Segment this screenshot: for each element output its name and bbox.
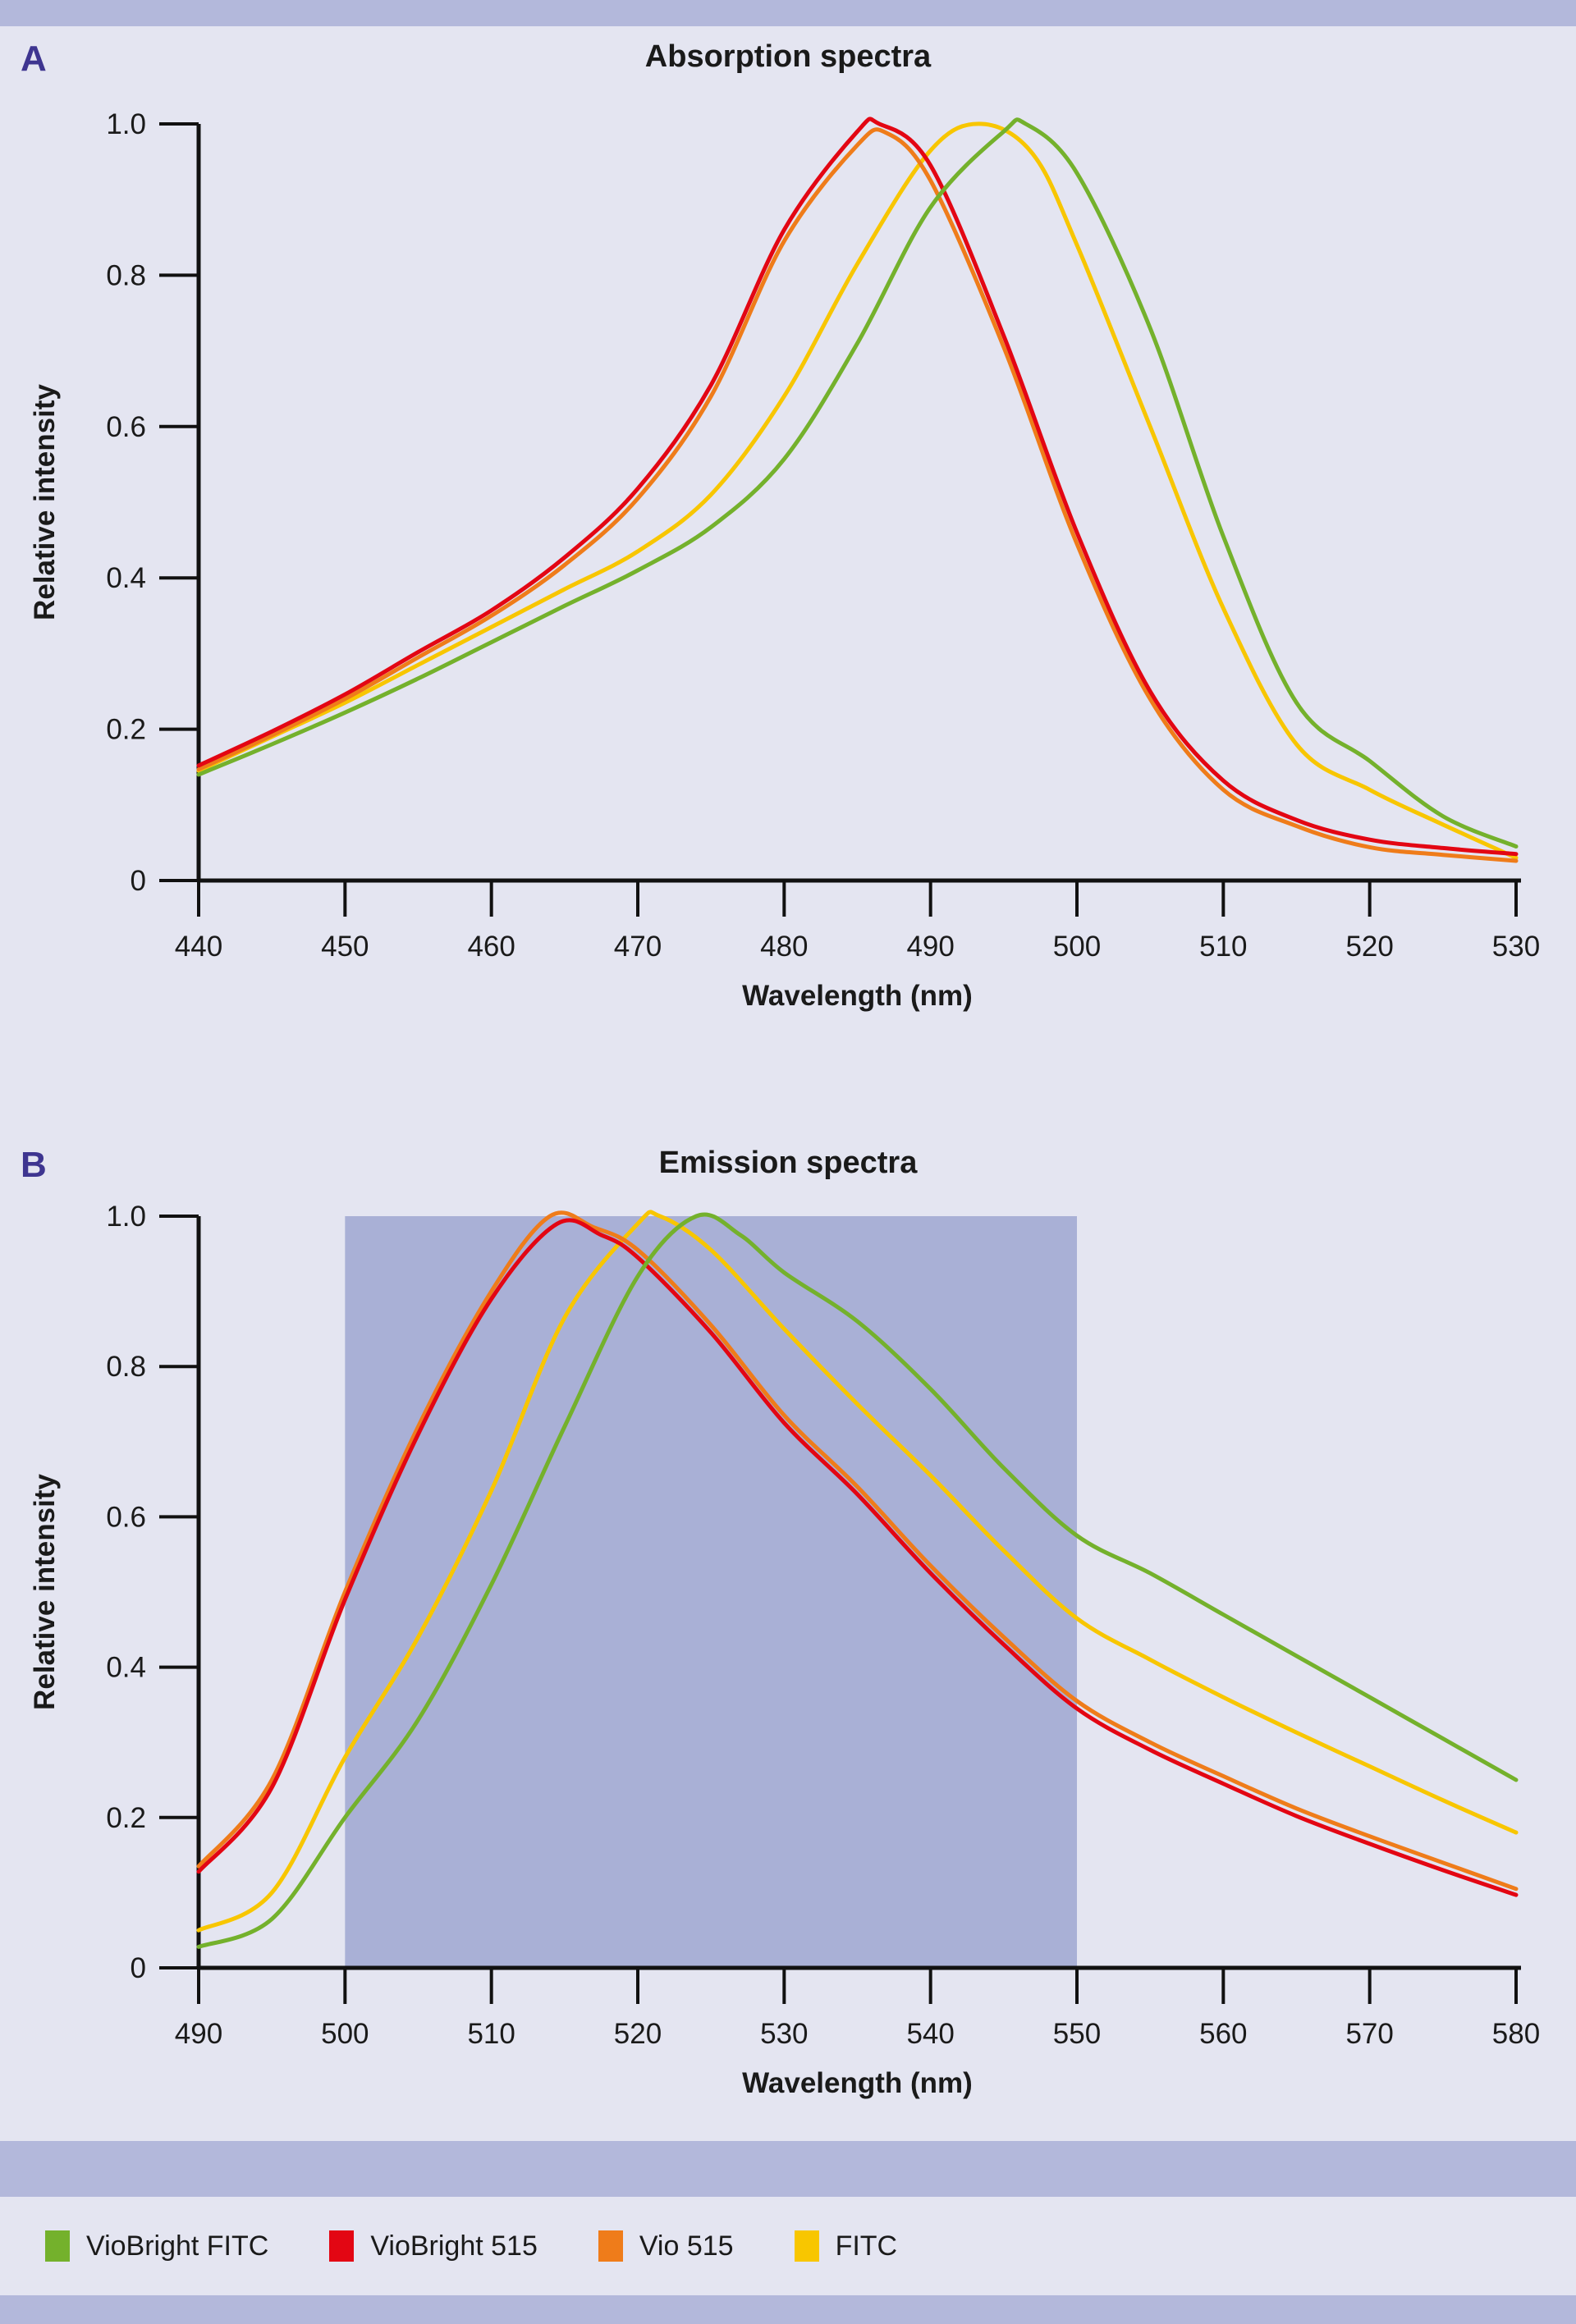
y-tick-label: 1.0 [106, 108, 146, 140]
panel-label-a: A [21, 39, 47, 79]
y-tick-label: 0.4 [106, 1652, 146, 1684]
x-tick-label: 550 [1053, 2018, 1101, 2050]
y-tick-label: 0 [131, 865, 146, 897]
top-decorative-band [0, 0, 1576, 26]
y-tick-label: 0.8 [106, 1351, 146, 1383]
middle-decorative-band [0, 2141, 1576, 2197]
y-tick-label: 0.6 [106, 1501, 146, 1533]
panel-label-b: B [21, 1145, 47, 1185]
curve-viobright-515 [196, 117, 1519, 857]
legend-item-viobright-fitc: VioBright FITC [45, 2230, 268, 2262]
curve-vio-515 [196, 127, 1519, 863]
legend-swatch-icon [45, 2230, 70, 2262]
absorption-plot: 440 450 460 470 480 490 500 510 520 530 0 0.2 0.4 0.6… [29, 108, 1540, 1012]
x-tick-label: 540 [906, 2018, 954, 2050]
x-tick-label: 500 [1053, 931, 1101, 963]
x-tick-label: 470 [614, 931, 662, 963]
x-tick-label: 520 [1345, 931, 1393, 963]
x-tick-label: 530 [1492, 931, 1540, 963]
x-tick-label: 520 [614, 2018, 662, 2050]
legend-label: FITC [835, 2230, 898, 2262]
x-tick-label: 500 [321, 2018, 369, 2050]
x-tick-label: 490 [175, 2018, 222, 2050]
x-tick-label: 450 [321, 931, 369, 963]
x-tick-label: 480 [760, 931, 808, 963]
y-tick-label: 0.2 [106, 1802, 146, 1834]
x-tick-label: 490 [906, 931, 954, 963]
legend-item-vio-515: Vio 515 [598, 2230, 734, 2262]
x-axis-title: Wavelength (nm) [742, 2067, 973, 2099]
curve-vio-515 [196, 1210, 1519, 1892]
legend-item-viobright-515: VioBright 515 [329, 2230, 538, 2262]
legend-swatch-icon [598, 2230, 623, 2262]
bottom-decorative-band [0, 2295, 1576, 2324]
legend-label: Vio 515 [639, 2230, 734, 2262]
x-tick-label: 460 [467, 931, 515, 963]
x-tick-label: 510 [467, 2018, 515, 2050]
y-axis-title: Relative intensity [29, 1474, 61, 1710]
legend-item-fitc: FITC [794, 2230, 898, 2262]
absorption-chart-title: Absorption spectra [644, 39, 932, 74]
x-tick-label: 510 [1199, 931, 1247, 963]
legend-swatch-icon [794, 2230, 819, 2262]
x-axis-title: Wavelength (nm) [742, 980, 973, 1012]
x-tick-label: 570 [1345, 2018, 1393, 2050]
y-tick-label: 0.8 [106, 259, 146, 291]
x-tick-label: 560 [1199, 2018, 1247, 2050]
x-tick-label: 530 [760, 2018, 808, 2050]
x-tick-label: 580 [1492, 2018, 1540, 2050]
y-tick-label: 0.6 [106, 411, 146, 443]
y-tick-label: 0.2 [106, 714, 146, 746]
curve-viobright-515 [196, 1218, 1519, 1897]
y-tick-label: 0.4 [106, 562, 146, 594]
x-tick-label: 440 [175, 931, 222, 963]
legend-swatch-icon [329, 2230, 355, 2262]
curve-viobright-fitc [196, 117, 1519, 849]
legend: VioBright FITC VioBright 515 Vio 515 FITC [0, 2197, 1576, 2295]
legend-label: VioBright FITC [86, 2230, 269, 2262]
emission-chart-title: Emission spectra [658, 1146, 918, 1180]
curve-fitc [196, 1210, 1519, 1933]
legend-label: VioBright 515 [370, 2230, 538, 2262]
curve-viobright-fitc [196, 1212, 1519, 1949]
y-tick-label: 1.0 [106, 1201, 146, 1233]
detection-band-500-550 [345, 1216, 1077, 1968]
y-tick-label: 0 [131, 1952, 146, 1984]
emission-plot: 490 500 510 520 530 540 550 560 570 580 0 0.2 0.4 0.6… [29, 1201, 1540, 2099]
y-axis-title: Relative intensity [29, 384, 61, 620]
curve-fitc [196, 121, 1519, 860]
